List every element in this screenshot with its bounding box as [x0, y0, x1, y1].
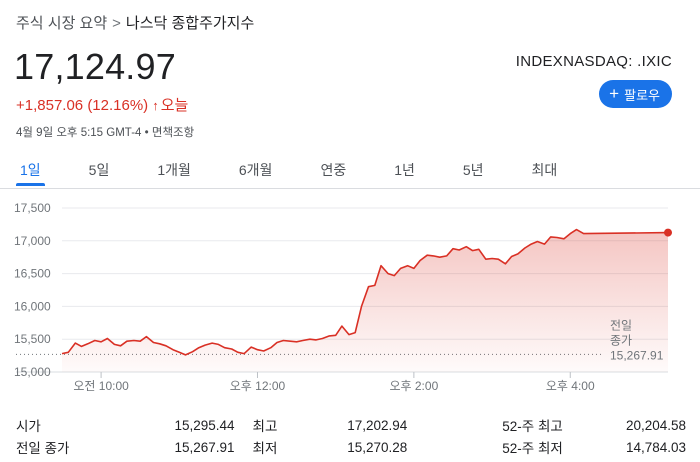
y-tick-label: 17,000: [14, 234, 51, 248]
previous-close-label: 전일: [610, 318, 632, 332]
x-tick-label: 오전 10:00: [73, 379, 129, 392]
y-tick-label: 15,000: [14, 365, 51, 379]
tab-6m[interactable]: 6개월: [238, 162, 273, 178]
latest-price-dot: [664, 228, 672, 237]
previous-close-label: 종가: [610, 333, 632, 347]
ticker-symbol: INDEXNASDAQ: .IXIC: [515, 53, 672, 70]
arrow-up-icon: ↑: [152, 98, 159, 113]
x-tick-label: 오후 4:00: [546, 379, 595, 392]
current-price: 17,124.97: [14, 46, 176, 87]
breadcrumb-separator: >: [112, 15, 121, 32]
breadcrumb: 주식 시장 요약 > 나스닥 종합주가지수: [16, 12, 254, 33]
y-tick-label: 16,000: [14, 299, 51, 313]
quote-meta: 4월 9일 오후 5:15 GMT-4 • 면책조항: [16, 124, 194, 140]
price-chart[interactable]: 17,500 17,000 16,500 16,000 15,500 15,000 오전 1…: [0, 192, 700, 392]
tab-1m[interactable]: 1개월: [157, 162, 191, 178]
previous-close-value: 15,267.91: [610, 348, 664, 362]
price-line: [61, 228, 669, 356]
stat-label-open: 시가: [16, 419, 41, 434]
stat-label-high: 최고: [252, 419, 278, 434]
timestamp: 4월 9일 오후 5:15 GMT-4: [16, 127, 142, 139]
stat-label-low: 최저: [252, 441, 278, 456]
price-area-fill: [62, 229, 668, 372]
stat-value-open: 15,295.44: [174, 417, 235, 433]
stat-value-high: 17,202.94: [347, 417, 408, 433]
tabs-divider: [0, 188, 700, 189]
stats-row: 시가 15,295.44 최고 17,202.94 52-주 최고 20,204…: [16, 414, 686, 436]
stat-label-52w-low: 52-주 최저: [502, 441, 563, 456]
y-tick-label: 16,500: [14, 267, 51, 281]
disclaimer-link[interactable]: 면책조항: [151, 127, 195, 139]
y-tick-label: 17,500: [14, 201, 51, 215]
tab-5d[interactable]: 5일: [88, 162, 110, 178]
breadcrumb-current: 나스닥 종합주가지수: [125, 15, 255, 32]
tab-ytd[interactable]: 연중: [320, 162, 347, 178]
stat-value-52w-low: 14,784.03: [625, 439, 687, 455]
x-tick-label: 오후 12:00: [230, 379, 286, 392]
tab-max[interactable]: 최대: [531, 162, 558, 178]
change-period: 오늘: [160, 97, 189, 114]
time-range-tabs: 1일 5일 1개월 6개월 연중 1년 5년 최대: [16, 160, 601, 188]
stat-value-low: 15,270.28: [347, 439, 408, 455]
price-change-value: +1,857.06 (12.16%): [16, 97, 149, 114]
x-tick-label: 오후 2:00: [389, 379, 438, 392]
key-stats: 시가 15,295.44 최고 17,202.94 52-주 최고 20,204…: [16, 414, 686, 458]
tab-1y[interactable]: 1년: [394, 162, 415, 178]
meta-separator: •: [144, 127, 149, 139]
tab-5y[interactable]: 5년: [462, 162, 484, 178]
plus-icon: +: [609, 83, 620, 103]
stat-value-52w-high: 20,204.58: [625, 417, 687, 433]
follow-button[interactable]: + 팔로우: [599, 80, 672, 108]
tab-1d[interactable]: 1일: [16, 160, 45, 188]
price-change: +1,857.06 (12.16%) ↑ 오늘: [16, 94, 188, 115]
stat-label-52w-high: 52-주 최고: [502, 419, 563, 434]
stat-value-prev-close: 15,267.91: [174, 439, 235, 455]
stats-row: 전일 종가 15,267.91 최저 15,270.28 52-주 최저 14,…: [16, 436, 686, 458]
stat-label-prev-close: 전일 종가: [16, 441, 70, 456]
y-tick-label: 15,500: [14, 332, 51, 346]
breadcrumb-parent-link[interactable]: 주식 시장 요약: [16, 15, 108, 32]
follow-button-label: 팔로우: [624, 87, 660, 103]
